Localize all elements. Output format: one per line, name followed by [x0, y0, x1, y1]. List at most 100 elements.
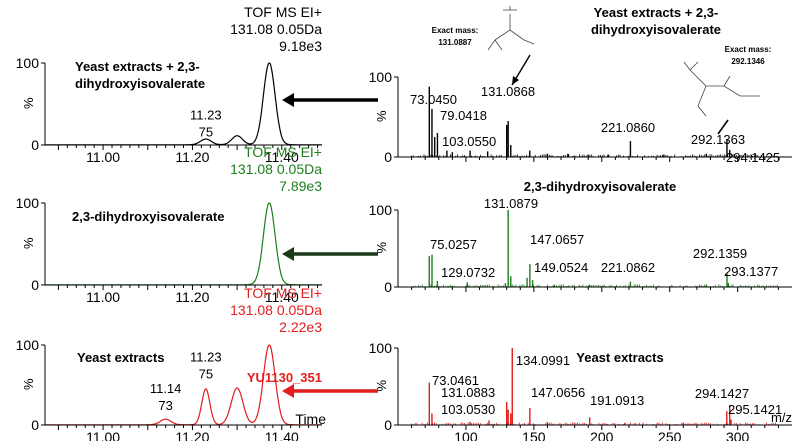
y-axis-label: % — [374, 380, 389, 392]
peak-label: 103.0550 — [442, 134, 496, 149]
x-tick-label: 100 — [454, 429, 478, 441]
peak-label: 73.0461 — [432, 373, 479, 388]
peak-annotation: 11.23 — [190, 349, 222, 364]
x-tick-label: 11.20 — [175, 289, 209, 305]
peak-label: 129.0732 — [441, 265, 495, 280]
x-axis-label: Time — [295, 411, 326, 427]
y-tick-label: 0 — [384, 417, 392, 433]
y-axis-label: % — [374, 242, 389, 254]
trace-header: 7.89e3 — [279, 178, 322, 194]
x-tick-label: 300 — [726, 429, 750, 441]
y-axis-label: % — [21, 237, 36, 249]
structure-pointer — [717, 119, 729, 135]
trace-header: TOF MS EI+ — [244, 285, 322, 301]
peak-label: 295.1421 — [728, 402, 782, 417]
peak-annotation: 73 — [158, 398, 172, 413]
x-tick-label: 11.00 — [86, 429, 120, 441]
chromatogram-title: Yeast extracts + 2,3- — [75, 59, 200, 74]
exact-mass-caption: 292.1346 — [731, 57, 765, 66]
trace-header: 131.08 0.05Da — [230, 302, 322, 318]
peak-label: 131.0883 — [441, 385, 495, 400]
y-tick-label: 0 — [31, 137, 39, 153]
peak-label: 221.0860 — [601, 120, 655, 135]
y-axis-label: % — [21, 378, 36, 390]
structure-bond — [487, 6, 525, 51]
peak-label: 75.0257 — [430, 237, 477, 252]
structure-sketch — [683, 61, 760, 117]
link-arrow-top-head — [282, 93, 294, 107]
peak-label: 103.0530 — [441, 402, 495, 417]
peak-annotation: 11.14 — [150, 381, 182, 396]
y-tick-label: 0 — [31, 277, 39, 293]
peak-label: 73.0450 — [410, 92, 457, 107]
x-tick-label: 11.40 — [265, 289, 299, 305]
trace-header: 131.08 0.05Da — [230, 161, 322, 177]
peak-label: 134.0991 — [516, 353, 570, 368]
y-tick-label: 100 — [16, 55, 40, 71]
exact-mass-caption: Exact mass: — [725, 45, 772, 54]
chromatogram-panel-3: 100 0% 11.00 11.20 11.40 Time Yeast extracts TO… — [16, 285, 327, 441]
structure-bond — [683, 61, 760, 117]
x-tick-label: 200 — [590, 429, 614, 441]
y-tick-label: 0 — [384, 149, 392, 165]
y-axis-label: % — [374, 110, 389, 122]
link-arrow-middle-head — [282, 247, 294, 261]
peak-annotation: 11.23 — [190, 107, 222, 122]
trace-header: TOF MS EI+ — [244, 4, 322, 20]
structure-bond — [523, 39, 535, 45]
spectrum-title: dihydroxyisovalerate — [591, 22, 721, 37]
spectrum-title: Yeast extracts — [576, 350, 663, 365]
y-tick-label: 100 — [16, 337, 40, 353]
peak-label: 149.0524 — [534, 260, 588, 275]
peak-label: 147.0657 — [530, 232, 584, 247]
link-arrow-bottom-head — [282, 384, 294, 398]
exact-mass-caption: Exact mass: — [432, 26, 479, 35]
y-tick-label: 0 — [384, 279, 392, 295]
x-axis-label: m/z — [771, 410, 792, 425]
spectrum-title: Yeast extracts + 2,3- — [594, 5, 719, 20]
y-tick-label: 100 — [369, 202, 393, 218]
peak-label: 294.1427 — [695, 386, 749, 401]
peak-label: 131.0868 — [481, 84, 535, 99]
trace-header: 131.08 0.05Da — [230, 21, 322, 37]
chromatogram-title: Yeast extracts — [77, 350, 164, 365]
y-tick-label: 100 — [16, 195, 40, 211]
peak-label: 79.0418 — [440, 108, 487, 123]
structure-sketch — [487, 6, 535, 51]
x-tick-label: 11.20 — [175, 149, 209, 165]
x-tick-label: 11.20 — [175, 429, 209, 441]
peak-annotation: 75 — [199, 124, 213, 139]
chromatogram-panel-2: 100 0% 11.00 11.20 11.40 2,3-dihydroxyisovale… — [16, 144, 323, 305]
x-tick-label: 250 — [658, 429, 682, 441]
peak-label: 131.0879 — [484, 196, 538, 211]
y-axis-label: % — [21, 97, 36, 109]
sample-id: YU1130_351 — [247, 370, 322, 385]
spectrum-panel-2: 100 0% 75.0257 129.0732 131.0879 147.0657 149.… — [369, 179, 792, 295]
peak-label: 292.1363 — [691, 132, 745, 147]
chromatogram-title: dihydroxyisovalerate — [75, 76, 205, 91]
peak-label: 292.1359 — [693, 246, 747, 261]
peak-label: 191.0913 — [590, 393, 644, 408]
y-tick-label: 100 — [369, 69, 393, 85]
chromatogram-panel-1: 100 0% 11.00 11.20 11.40 Yeast extracts + 2,3… — [16, 4, 323, 165]
spectrum-panel-3: 100 0% 100 150 200 250 300 m/z 73.0461 103.0530 13… — [369, 340, 792, 441]
x-tick-label: 150 — [522, 429, 546, 441]
y-tick-label: 100 — [369, 340, 393, 356]
structure-pointer-head — [512, 76, 519, 85]
chromatogram-title: 2,3-dihydroxyisovalerate — [72, 209, 224, 224]
x-tick-label: 11.00 — [86, 149, 120, 165]
y-tick-label: 0 — [31, 417, 39, 433]
trace-header: TOF MS EI+ — [244, 144, 322, 160]
x-tick-label: 11.00 — [86, 289, 120, 305]
trace-header: 9.18e3 — [279, 38, 322, 54]
peak-label: 147.0656 — [531, 385, 585, 400]
peak-annotation: 75 — [199, 366, 213, 381]
x-tick-label: 11.40 — [265, 149, 299, 165]
x-tick-label: 11.40 — [265, 429, 299, 441]
spectrum-title: 2,3-dihydroxyisovalerate — [524, 179, 676, 194]
peak-label: 221.0862 — [601, 260, 655, 275]
trace-header: 2.22e3 — [279, 319, 322, 335]
exact-mass-caption: 131.0887 — [438, 38, 472, 47]
